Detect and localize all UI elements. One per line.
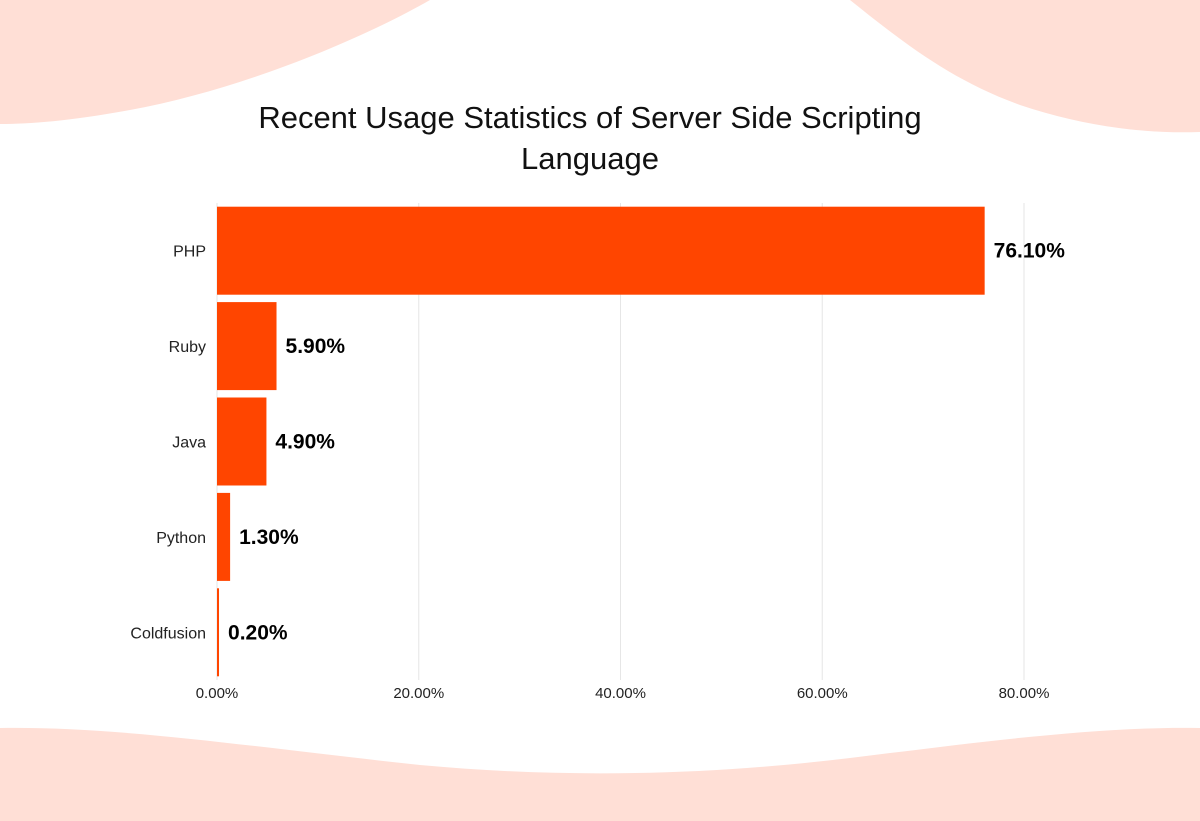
bar-java (217, 397, 267, 486)
category-label: Java (172, 435, 206, 452)
bar-php (217, 206, 985, 295)
category-labels: PHP Ruby Java Python Coldfusion (130, 244, 206, 643)
top-right-wave (850, 0, 1200, 133)
value-label: 1.30% (239, 526, 299, 549)
top-left-wave (0, 0, 430, 124)
bar-ruby (217, 302, 277, 391)
bar-python (217, 492, 231, 581)
category-label: Ruby (169, 339, 206, 356)
value-label: 4.90% (275, 431, 335, 454)
x-axis-ticks: 0.00% 20.00% 40.00% 60.00% 80.00% (196, 685, 1050, 702)
x-tick-label: 20.00% (393, 685, 444, 702)
bar-coldfusion (217, 588, 220, 677)
category-label: Coldfusion (130, 625, 206, 642)
category-label: PHP (173, 244, 206, 261)
value-label: 0.20% (228, 621, 288, 644)
chart-title: Recent Usage Statistics of Server Side S… (258, 100, 922, 176)
x-tick-label: 0.00% (196, 685, 239, 702)
x-tick-label: 60.00% (797, 685, 848, 702)
value-label: 76.10% (994, 240, 1066, 263)
x-tick-label: 80.00% (999, 685, 1050, 702)
x-tick-label: 40.00% (595, 685, 646, 702)
category-label: Python (156, 530, 206, 547)
bars (217, 206, 985, 677)
value-label: 5.90% (286, 335, 346, 358)
bottom-wave (0, 727, 1200, 821)
value-labels: 76.10% 5.90% 4.90% 1.30% 0.20% (228, 240, 1065, 645)
